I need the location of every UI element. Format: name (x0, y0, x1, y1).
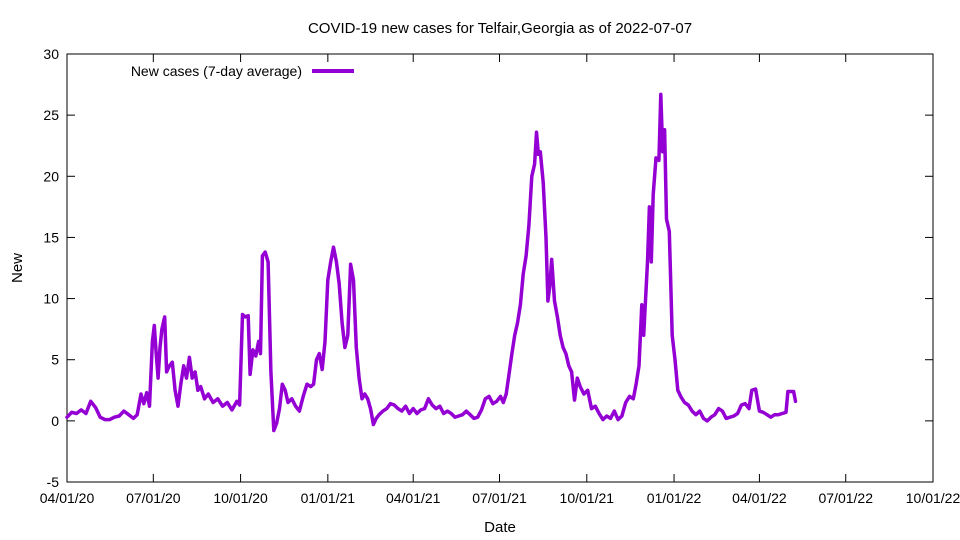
x-axis-title: Date (484, 519, 516, 536)
x-tick-label: 10/01/21 (560, 490, 615, 506)
y-tick-label: 30 (43, 46, 59, 62)
x-tick-label: 01/01/21 (301, 490, 356, 506)
y-tick-label: -5 (47, 474, 60, 490)
x-tick-label: 04/01/21 (386, 490, 441, 506)
legend: New cases (7-day average) (131, 63, 354, 79)
x-tick-label: 04/01/20 (40, 490, 95, 506)
x-tick-label: 07/01/20 (126, 490, 181, 506)
x-tick-label: 01/01/22 (647, 490, 702, 506)
x-tick-label: 10/01/20 (213, 490, 268, 506)
plot-frame (66, 53, 934, 483)
y-tick-label: 10 (43, 291, 59, 307)
y-tick-label: 5 (51, 352, 59, 368)
series-line-0 (65, 92, 798, 433)
y-tick-label: 25 (43, 107, 59, 123)
x-tick-label: 10/01/22 (906, 490, 960, 506)
x-tick-label: 07/01/21 (472, 490, 527, 506)
series-layer (65, 92, 798, 433)
y-axis-title: New (9, 253, 26, 283)
y-tick-labels: -5 0 5 10 15 20 25 30 (43, 46, 59, 490)
chart-title: COVID-19 new cases for Telfair,Georgia a… (308, 20, 692, 37)
x-tick-label: 07/01/22 (818, 490, 873, 506)
x-tick-label: 04/01/22 (732, 490, 787, 506)
y-tick-label: 0 (51, 413, 59, 429)
y-tick-label: 20 (43, 168, 59, 184)
legend-label: New cases (7-day average) (131, 63, 302, 79)
y-tick-label: 15 (43, 229, 59, 245)
x-tick-labels: 04/01/20 07/01/20 10/01/20 01/01/21 04/01/21… (40, 490, 960, 506)
axis-ticks (66, 53, 934, 483)
